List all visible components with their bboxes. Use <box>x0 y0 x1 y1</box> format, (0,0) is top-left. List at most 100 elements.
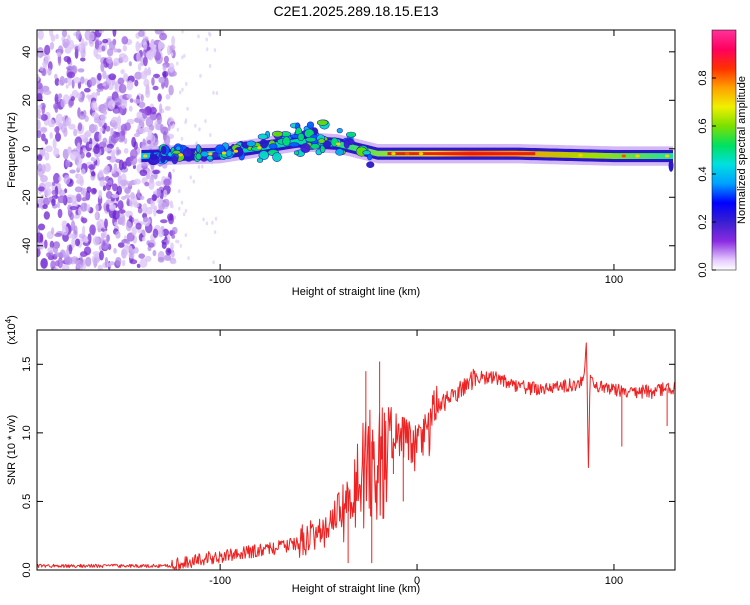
noise-speckle <box>140 94 144 102</box>
signal-blob <box>335 148 344 156</box>
noise-speckle <box>169 44 176 50</box>
noise-speckle <box>54 260 60 267</box>
noise-speckle <box>125 220 132 232</box>
noise-speckle <box>99 179 105 187</box>
noise-speckle <box>162 70 169 78</box>
noise-speckle <box>42 204 48 210</box>
noise-speckle <box>123 137 128 145</box>
noise-speckle <box>77 122 83 132</box>
noise-speckle <box>76 178 84 185</box>
noise-speckle <box>138 127 146 134</box>
noise-speckle <box>157 256 165 263</box>
noise-speckle <box>101 45 106 52</box>
noise-speckle <box>82 241 91 247</box>
noise-speckle <box>117 200 124 210</box>
signal-knot <box>257 146 262 150</box>
signal-blob <box>258 150 270 161</box>
noise-speckle <box>112 121 119 130</box>
spec-ytick-label: 40 <box>21 46 33 58</box>
noise-speckle <box>168 214 175 225</box>
snr-y-label: SNR (10 * v/v) <box>6 415 18 485</box>
noise-speckle <box>153 205 158 211</box>
noise-speckle <box>86 186 92 193</box>
noise-speckle <box>43 239 48 249</box>
noise-speckle <box>115 230 121 239</box>
noise-speckle <box>160 225 165 231</box>
signal-knot <box>143 154 148 158</box>
noise-speckle <box>126 80 134 91</box>
colorbar-tick-label: 0.2 <box>697 214 709 229</box>
signal-blob <box>225 149 233 157</box>
noise-speckle-sparse <box>180 136 184 141</box>
noise-speckle <box>152 228 159 238</box>
noise-speckle <box>83 246 92 256</box>
snr-frame <box>36 329 676 571</box>
noise-speckle <box>105 199 112 205</box>
noise-speckle <box>137 189 141 198</box>
noise-speckle <box>162 64 167 72</box>
noise-speckle <box>111 193 120 199</box>
noise-speckle <box>103 167 111 175</box>
noise-speckle <box>108 41 116 51</box>
noise-speckle <box>59 249 66 258</box>
noise-speckle <box>96 220 100 228</box>
signal-blob <box>310 143 320 150</box>
noise-speckle <box>54 232 63 238</box>
noise-speckle <box>142 230 146 236</box>
spec-xtick-label: 100 <box>605 274 623 286</box>
noise-speckle <box>102 137 108 144</box>
noise-speckle <box>99 114 107 121</box>
chart-title: C2E1.2025.289.18.15.E13 <box>273 3 438 19</box>
noise-speckle <box>91 227 95 236</box>
noise-speckle <box>170 242 174 251</box>
noise-speckle <box>50 227 55 235</box>
noise-speckle <box>52 244 59 254</box>
noise-speckle-sparse <box>213 48 217 53</box>
noise-speckle <box>58 176 62 182</box>
noise-speckle <box>60 124 67 134</box>
noise-speckle <box>104 101 108 110</box>
noise-speckle <box>92 251 101 256</box>
noise-speckle-sparse <box>208 64 212 69</box>
noise-speckle-sparse <box>192 179 195 184</box>
signal-blob <box>306 121 315 129</box>
noise-speckle <box>158 229 164 238</box>
noise-speckle-sparse <box>184 208 188 213</box>
noise-speckle <box>112 30 117 37</box>
noise-speckle <box>66 57 72 65</box>
noise-speckle-sparse <box>179 243 182 248</box>
noise-speckle <box>54 77 60 86</box>
noise-speckle <box>70 96 76 102</box>
noise-speckle-sparse <box>206 47 209 52</box>
noise-speckle <box>137 101 146 108</box>
noise-speckle <box>71 195 77 204</box>
signal-knot <box>233 149 239 153</box>
spectrogram-panel: -100 100 -40 -20 0 20 40 Height of straight li… <box>6 29 676 298</box>
noise-speckle <box>67 146 72 155</box>
colorbar-label: Normalized spectral amplitude <box>736 76 748 224</box>
noise-speckle <box>52 138 57 150</box>
snr-background <box>37 330 675 570</box>
signal-knot <box>208 152 213 156</box>
noise-speckle <box>117 115 122 127</box>
noise-speckle <box>65 159 71 168</box>
snr-ytick-label: 0.0 <box>21 562 33 577</box>
noise-speckle <box>151 76 155 86</box>
signal-blob <box>211 151 219 159</box>
noise-speckle <box>37 119 41 130</box>
noise-speckle <box>54 104 59 113</box>
snr-line <box>37 342 675 570</box>
noise-speckle <box>97 72 102 81</box>
spectrogram-ticks: -100 100 -40 -20 0 20 40 <box>21 30 675 286</box>
noise-speckle-sparse <box>212 260 215 265</box>
noise-speckle <box>156 188 162 197</box>
noise-speckle <box>77 42 84 53</box>
noise-speckle-sparse <box>187 256 190 261</box>
noise-speckle <box>134 71 143 80</box>
noise-speckle <box>164 254 172 261</box>
noise-speckle <box>67 71 76 79</box>
spec-ytick-label: -20 <box>21 189 33 205</box>
noise-speckle <box>157 198 164 205</box>
noise-speckle-sparse <box>171 37 175 42</box>
noise-speckle <box>74 186 83 193</box>
